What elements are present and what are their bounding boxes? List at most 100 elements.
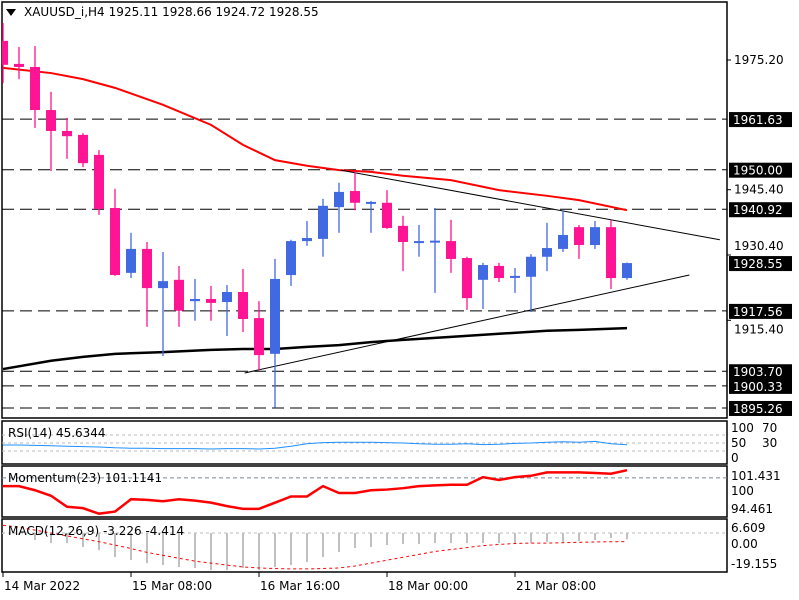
candle-body	[190, 298, 200, 302]
candle-body	[526, 256, 536, 277]
candle	[446, 219, 456, 273]
candle	[94, 150, 104, 215]
current-price-box	[729, 256, 792, 272]
candle	[334, 182, 344, 233]
candle-body	[510, 275, 520, 278]
level-price-label: 1900.33	[733, 380, 783, 394]
candle	[158, 251, 168, 357]
candle-body	[590, 227, 600, 246]
candle	[126, 232, 136, 279]
candle-body	[542, 248, 552, 257]
candle	[270, 258, 280, 408]
candle-body	[174, 279, 184, 311]
candle	[46, 91, 56, 172]
candle-body	[334, 191, 344, 208]
momentum-pane	[1, 465, 728, 518]
candle-body	[574, 227, 584, 246]
candle-body	[606, 227, 616, 279]
momentum-title: Momentum(23) 101.1141	[8, 471, 163, 485]
dropdown-triangle-icon[interactable]	[6, 8, 16, 16]
candle	[526, 254, 536, 313]
candle	[174, 265, 184, 327]
candle	[110, 188, 120, 276]
candle-body	[94, 154, 104, 209]
candle	[2, 22, 8, 84]
candle	[622, 262, 632, 280]
trendline-lower	[244, 274, 690, 374]
symbol-label: XAUUSD_i,H4	[24, 5, 105, 19]
level-price-box	[729, 400, 792, 416]
candle-body	[494, 265, 504, 279]
candle	[302, 221, 312, 246]
macd-scale-label: 6.609	[731, 521, 765, 535]
level-price-label: 1950.00	[733, 164, 783, 178]
candle	[574, 224, 584, 259]
candle-body	[478, 265, 488, 280]
candle	[430, 208, 440, 293]
candle-body	[158, 281, 168, 289]
candle-body	[462, 258, 472, 299]
candle-body	[30, 66, 40, 111]
candle-body	[222, 292, 232, 303]
candle-body	[254, 318, 264, 356]
candle-body	[14, 63, 24, 67]
momentum-scale-label: 101.431	[731, 469, 781, 483]
level-price-label: 1903.70	[733, 365, 783, 379]
candle	[414, 224, 424, 257]
candle-body	[446, 241, 456, 259]
ohlc-readout: 1925.11 1928.66 1924.72 1928.55	[108, 5, 319, 19]
time-axis-label: 15 Mar 08:00	[132, 579, 212, 593]
macd-scale-label: -19.155	[731, 557, 777, 571]
candle	[318, 198, 328, 257]
level-price-label: 1917.56	[733, 305, 783, 319]
momentum-line	[3, 468, 628, 515]
price-tick-label: 1930.40	[734, 239, 784, 253]
level-price-box	[729, 162, 792, 178]
price-tick-label: 1945.40	[734, 183, 784, 197]
candle-body	[622, 263, 632, 279]
level-price-box	[729, 112, 792, 128]
macd-pane	[1, 518, 728, 573]
chart-title: XAUUSD_i,H4 1925.11 1928.66 1924.72 1928…	[6, 5, 319, 19]
candle	[286, 239, 296, 286]
candle-body	[270, 278, 280, 354]
candle-body	[414, 241, 424, 244]
candle	[558, 210, 568, 252]
rsi-title: RSI(14) 45.6344	[8, 426, 106, 440]
price-tick-label: 1975.20	[734, 53, 784, 67]
candle	[206, 285, 216, 321]
candle	[590, 221, 600, 249]
candle	[478, 262, 488, 309]
candle	[606, 219, 616, 289]
candle-body	[206, 298, 216, 303]
candle	[510, 268, 520, 293]
candle	[254, 301, 264, 370]
rsi-scale-label: 70	[762, 421, 777, 435]
candle-body	[78, 134, 88, 164]
rsi-scale-label: 0	[731, 451, 739, 465]
candle-body	[142, 248, 152, 289]
rsi-scale-label: 30	[762, 436, 777, 450]
time-axis-label: 14 Mar 2022	[4, 579, 80, 593]
level-price-label: 1940.92	[733, 203, 783, 217]
candle-body	[350, 191, 360, 203]
rsi-line	[3, 440, 628, 450]
candle-body	[46, 110, 56, 131]
candle-body	[430, 240, 440, 243]
candle-body	[398, 225, 408, 242]
current-price-label: 1928.55	[733, 257, 783, 271]
slow-moving-average-line	[2, 326, 628, 371]
time-axis-label: 21 Mar 08:00	[516, 579, 596, 593]
candle	[494, 262, 504, 283]
candle-body	[366, 201, 376, 204]
candle	[350, 171, 360, 211]
candle-body	[110, 208, 120, 276]
candle-body	[286, 241, 296, 276]
level-price-label: 1961.63	[733, 113, 783, 127]
macd-scale-label: 0.00	[731, 537, 758, 551]
trendline-upper	[340, 169, 720, 241]
candle	[462, 256, 472, 310]
rsi-scale-label: 100	[731, 421, 754, 435]
